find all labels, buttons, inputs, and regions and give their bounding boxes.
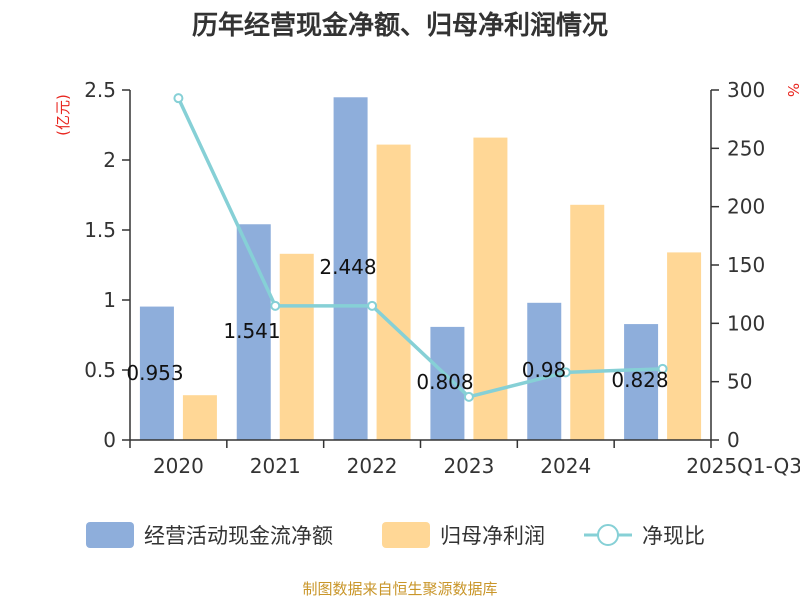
legend-item-net-profit[interactable]: 归母净利润 — [382, 522, 545, 548]
legend: 经营活动现金流净额 归母净利润 净现比 — [86, 522, 705, 548]
data-label-cash-flow-2023: 0.808 — [416, 370, 473, 394]
data-label-cash-flow-2025Q1-Q3: 0.828 — [611, 368, 668, 392]
x-tick-label: 2023 — [443, 454, 494, 478]
x-tick-label: 2022 — [347, 454, 398, 478]
bar-cash-flow-2022 — [333, 97, 368, 440]
legend-item-ratio[interactable]: 净现比 — [584, 524, 705, 548]
bar-net-profit-2024 — [570, 204, 605, 440]
ratio-point-2024 — [560, 367, 571, 378]
legend-swatch-cash-flow — [86, 522, 134, 548]
data-labels-layer: 0.953 1.541 2.448 0.808 0.98 0.828 — [126, 255, 668, 394]
x-tick-label: 2020 — [153, 454, 204, 478]
ratio-point-2020 — [173, 93, 184, 104]
ratio-point-2022 — [367, 300, 378, 311]
left-tick-label: 1.5 — [84, 218, 116, 242]
left-tick-label: 1 — [103, 288, 116, 312]
legend-swatch-net-profit — [382, 522, 430, 548]
x-tick-label: 2021 — [250, 454, 301, 478]
right-axis-unit: % — [784, 83, 800, 97]
x-tick-label: 2024 — [540, 454, 591, 478]
legend-marker-ratio — [597, 524, 619, 546]
left-axis-unit: (亿元) — [54, 94, 72, 136]
ratio-line — [176, 97, 663, 399]
legend-label-cash-flow: 经营活动现金流净额 — [144, 524, 333, 548]
legend-item-cash-flow[interactable]: 经营活动现金流净额 — [86, 522, 333, 548]
right-tick-label: 200 — [727, 195, 765, 219]
right-tick-label: 50 — [727, 370, 752, 394]
chart-title: 历年经营现金净额、归母净利润情况 — [192, 10, 608, 41]
ratio-point-2025Q1-Q3 — [657, 363, 668, 374]
right-tick-label: 150 — [727, 253, 765, 277]
data-label-cash-flow-2024: 0.98 — [522, 358, 567, 382]
bar-cash-flow-2020 — [139, 306, 174, 440]
right-tick-label: 250 — [727, 136, 765, 160]
bar-net-profit-2020 — [182, 395, 217, 440]
bar-net-profit-2025Q1-Q3 — [667, 252, 702, 440]
x-tick-label: 2025Q1-Q3 — [686, 454, 800, 478]
left-tick-label: 2.5 — [84, 78, 116, 102]
data-label-cash-flow-2020: 0.953 — [126, 361, 183, 385]
ratio-point-2021 — [270, 300, 281, 311]
ratio-line-layer — [173, 93, 668, 402]
legend-label-ratio: 净现比 — [642, 524, 705, 548]
source-note: 制图数据来自恒生聚源数据库 — [302, 580, 497, 598]
left-tick-label: 0 — [103, 428, 116, 452]
bar-cash-flow-2024 — [527, 302, 562, 440]
bar-cash-flow-2023 — [430, 326, 465, 440]
data-label-cash-flow-2021: 1.541 — [223, 319, 280, 343]
data-label-cash-flow-2022: 2.448 — [319, 255, 376, 279]
axes-layer: 0 0.5 1 1.5 2 2.5 0 50 100 150 200 250 300 2020 2021 20… — [84, 78, 800, 478]
legend-label-net-profit: 归母净利润 — [440, 524, 545, 548]
right-tick-label: 300 — [727, 78, 765, 102]
right-tick-label: 100 — [727, 311, 765, 335]
left-tick-label: 2 — [103, 148, 116, 172]
bar-cash-flow-2025Q1-Q3 — [624, 324, 659, 440]
right-tick-label: 0 — [727, 428, 740, 452]
bar-net-profit-2021 — [279, 253, 314, 440]
left-tick-label: 0.5 — [84, 358, 116, 382]
bar-net-profit-2022 — [376, 144, 411, 440]
ratio-point-2023 — [463, 391, 474, 402]
